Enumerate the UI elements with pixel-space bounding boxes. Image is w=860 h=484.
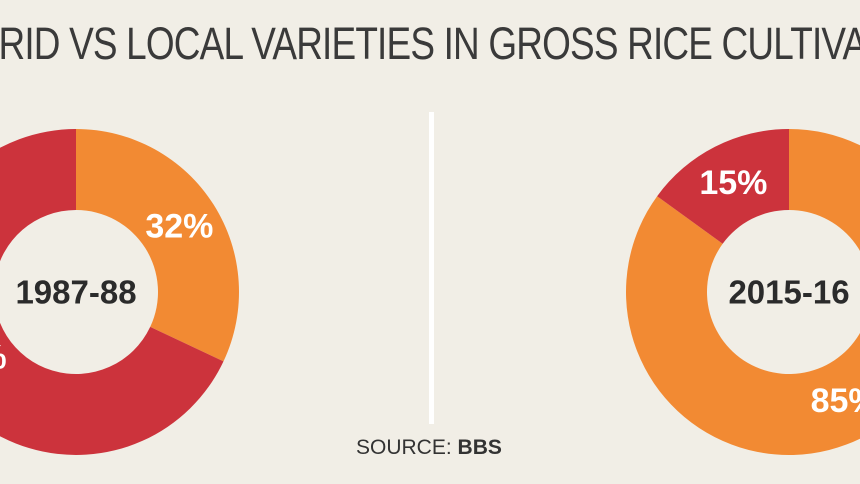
- slice-percent-label: 68%: [0, 339, 7, 377]
- donut-chart-1987-88: 32% 68% 1987-88: [0, 129, 239, 455]
- donut-slice-0-1: [0, 129, 224, 455]
- donut-chart-2015-16: 85% 15% 2015-16: [626, 129, 860, 455]
- slice-percent-label: 85%: [811, 382, 860, 420]
- divider: [429, 112, 434, 424]
- slice-percent-label: 15%: [699, 164, 767, 202]
- donut-center-label: 1987-88: [15, 274, 136, 311]
- source-note: SOURCE: BBS: [356, 436, 502, 460]
- donut-slice-1-0: [626, 129, 860, 455]
- slice-percent-label: 32%: [145, 207, 213, 245]
- source-label: SOURCE:: [356, 436, 452, 459]
- chart-title: HYBRID VS LOCAL VARIETIES IN GROSS RICE …: [0, 18, 860, 69]
- donut-slice-0-0: [76, 129, 239, 362]
- donut-center-label: 2015-16: [728, 274, 849, 311]
- source-value: BBS: [457, 436, 502, 459]
- donut-slice-1-1: [657, 129, 789, 244]
